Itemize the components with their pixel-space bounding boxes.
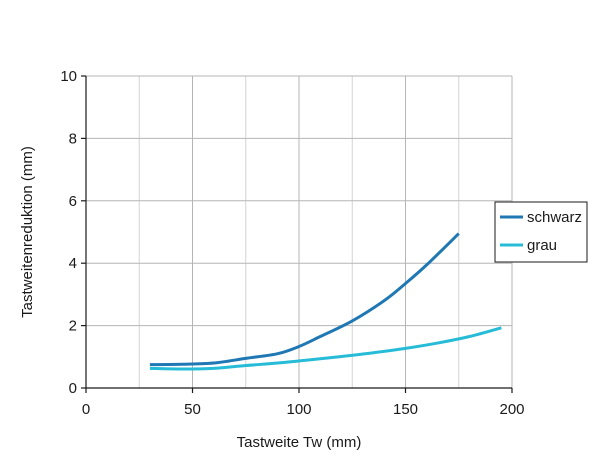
y-tick-label: 6	[69, 193, 77, 210]
x-tick-label: 200	[499, 401, 524, 418]
legend: schwarz grau	[494, 201, 588, 263]
grid	[86, 75, 513, 388]
x-tick-label: 150	[393, 401, 418, 418]
x-tick-label: 50	[184, 401, 201, 418]
legend-label-schwarz: schwarz	[527, 209, 582, 226]
legend-box	[494, 201, 588, 263]
legend-label-grau: grau	[527, 237, 557, 254]
y-axis-title: Tastweitenreduktion (mm)	[19, 146, 36, 318]
y-tick-label: 4	[69, 255, 77, 272]
y-tick-label: 0	[69, 380, 77, 397]
series	[149, 232, 502, 371]
x-tick-label: 0	[82, 401, 90, 418]
y-tick-label: 10	[60, 68, 77, 85]
ticks: 0 50 100 150 200 0 2 4 6 8 10	[60, 68, 524, 418]
series-line-grau	[149, 326, 502, 371]
y-tick-label: 2	[69, 318, 77, 335]
x-tick-label: 100	[286, 401, 311, 418]
y-tick-label: 8	[69, 130, 77, 147]
series-line-schwarz	[149, 232, 460, 367]
x-axis-title: Tastweite Tw (mm)	[237, 434, 362, 451]
